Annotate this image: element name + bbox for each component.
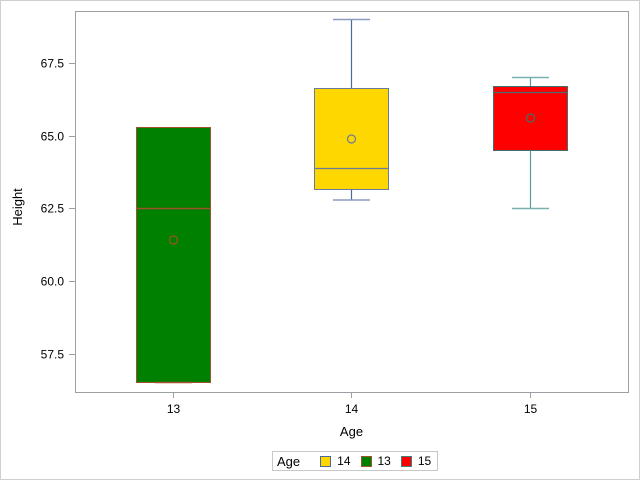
legend-label: 14 xyxy=(337,454,351,468)
box-age-13 xyxy=(136,127,211,384)
legend-swatch-icon xyxy=(320,455,332,467)
y-tick-label: 60.0 xyxy=(41,275,65,289)
mean-marker xyxy=(525,113,536,123)
x-tick-label: 13 xyxy=(167,402,181,416)
y-tick-label: 57.5 xyxy=(41,348,65,362)
legend-label: 13 xyxy=(377,454,391,468)
legend-title: Age xyxy=(277,453,301,469)
legend-swatch-icon xyxy=(400,455,412,467)
y-tick-label: 67.5 xyxy=(41,57,65,71)
legend-label: 15 xyxy=(417,454,432,468)
legend: Age 14 13 15 xyxy=(272,451,439,471)
legend-item-15: 15 xyxy=(400,454,432,468)
mean-marker xyxy=(168,235,179,245)
y-tick-label: 65.0 xyxy=(41,130,65,144)
x-tick-label: 14 xyxy=(345,402,359,416)
mean-marker xyxy=(346,134,357,144)
y-tick-label: 62.5 xyxy=(41,202,65,216)
box-age-14 xyxy=(314,18,389,201)
y-axis: 67.5 65.0 62.5 60.0 57.5 Height xyxy=(10,57,75,362)
x-tick-label: 15 xyxy=(524,402,538,416)
legend-item-13: 13 xyxy=(360,454,391,468)
box-age-15 xyxy=(493,76,568,210)
legend-swatch-icon xyxy=(360,455,372,467)
x-axis-title: Age xyxy=(340,424,363,439)
legend-item-14: 14 xyxy=(320,454,351,468)
y-axis-title: Height xyxy=(10,188,25,226)
x-axis: 13 14 15 Age xyxy=(167,392,538,439)
